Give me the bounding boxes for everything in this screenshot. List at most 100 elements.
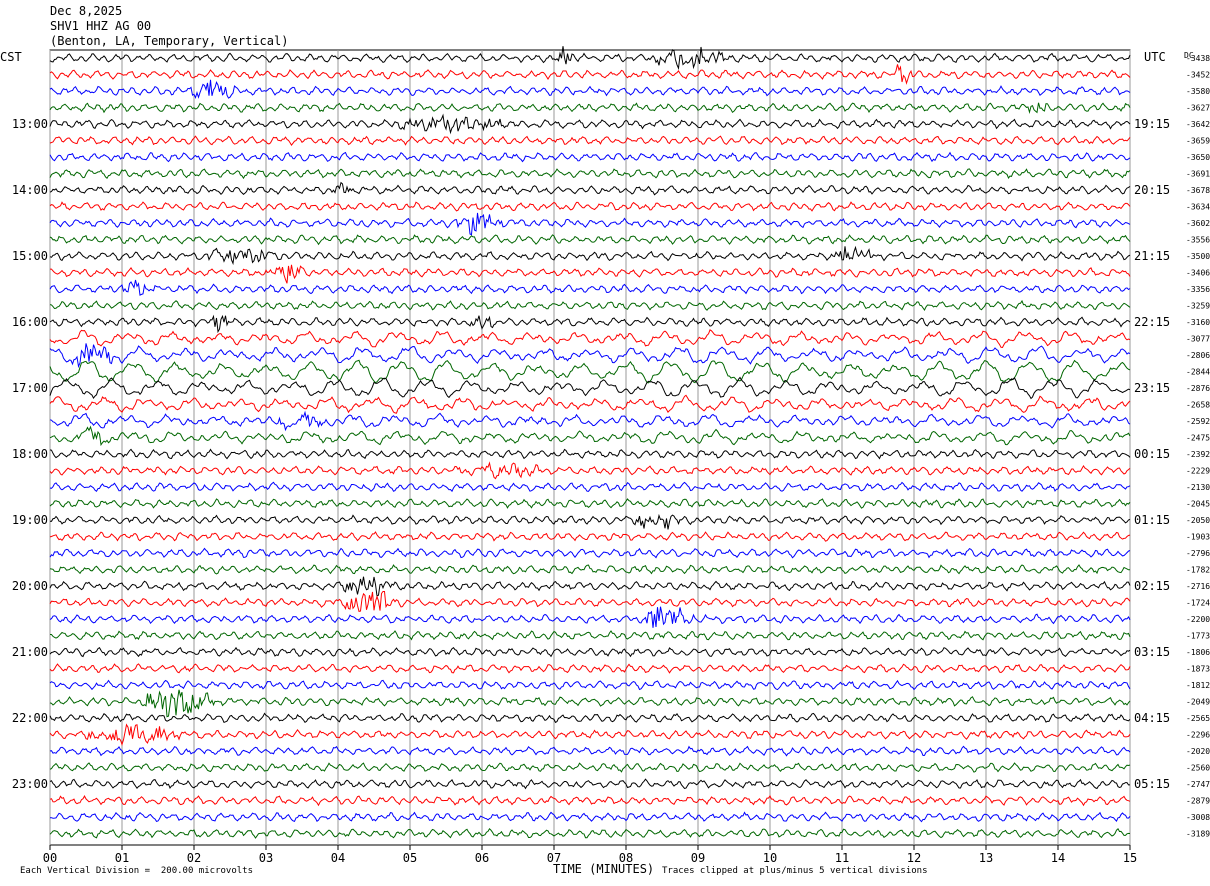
dc-offset-label: -3500: [1186, 252, 1210, 261]
seismic-trace: [49, 513, 1131, 530]
seismic-trace: [49, 811, 1131, 823]
dc-offset-label: -3650: [1186, 153, 1210, 162]
seismic-trace: [49, 448, 1131, 460]
seismic-trace: [49, 663, 1131, 674]
seismic-trace: [49, 201, 1131, 212]
plot-location: (Benton, LA, Temporary, Vertical): [50, 34, 289, 48]
dc-offset-label: -2049: [1186, 698, 1210, 707]
scale-note: Each Vertical Division = 200.00 microvol…: [20, 866, 253, 876]
utc-hour-label: 05:15: [1134, 777, 1170, 791]
utc-hour-label: 20:15: [1134, 183, 1170, 197]
dc-offset-label: -2130: [1186, 483, 1210, 492]
seismic-trace: [49, 606, 1131, 628]
seismic-trace: [49, 576, 1131, 597]
dc-offset-label: -2045: [1186, 500, 1210, 509]
x-tick-label: 10: [763, 851, 777, 865]
x-tick-label: 01: [115, 851, 129, 865]
seismic-trace: [49, 712, 1131, 724]
dc-offset-label: -3077: [1186, 335, 1210, 344]
dc-offset-label: -2020: [1186, 747, 1210, 756]
dc-offset-label: -3678: [1186, 186, 1210, 195]
seismic-trace: [50, 630, 1131, 641]
dc-offset-label: -3642: [1186, 120, 1210, 129]
dc-offset-label: -3008: [1186, 813, 1210, 822]
seismic-trace: [49, 547, 1131, 559]
dc-offset-label: -3634: [1186, 203, 1210, 212]
dc-offset-label: -1806: [1186, 648, 1210, 657]
dc-offset-label: -2050: [1186, 516, 1210, 525]
utc-hour-label: 19:15: [1134, 117, 1170, 131]
dc-header-label: DC: [1184, 51, 1194, 60]
cst-hour-label: 14:00: [12, 183, 48, 197]
dc-offset-label: -3406: [1186, 269, 1210, 278]
dc-offset-label: -2560: [1186, 764, 1210, 773]
dc-offset-label: -1812: [1186, 681, 1210, 690]
dc-offset-label: -3691: [1186, 170, 1210, 179]
seismic-trace: [49, 343, 1131, 369]
dc-offset-label: -2716: [1186, 582, 1210, 591]
utc-hour-label: 21:15: [1134, 249, 1170, 263]
dc-offset-label: -2806: [1186, 351, 1210, 360]
seismic-trace: [49, 481, 1131, 493]
dc-offset-label: -3659: [1186, 137, 1210, 146]
seismic-trace: [49, 498, 1131, 509]
utc-hour-label: 04:15: [1134, 711, 1170, 725]
cst-hour-label: 20:00: [12, 579, 48, 593]
seismic-trace: [49, 564, 1131, 575]
dc-offset-label: -1782: [1186, 566, 1210, 575]
seismic-trace: [49, 425, 1131, 447]
dc-offset-label: -2876: [1186, 384, 1210, 393]
dc-offset-label: -3160: [1186, 318, 1210, 327]
cst-hour-label: 18:00: [12, 447, 48, 461]
seismic-trace: [49, 135, 1131, 146]
dc-offset-label: -2592: [1186, 417, 1210, 426]
seismic-trace: [49, 461, 1131, 480]
left-axis-title: CST: [0, 50, 22, 64]
dc-offset-label: -2747: [1186, 780, 1210, 789]
seismic-trace: [49, 531, 1131, 542]
utc-hour-label: 22:15: [1134, 315, 1170, 329]
seismic-trace: [49, 591, 1131, 612]
dc-offset-label: -3189: [1186, 830, 1210, 839]
seismic-trace: [49, 113, 1131, 135]
seismic-trace: [49, 329, 1131, 349]
seismic-trace: [49, 168, 1131, 180]
dc-offset-label: -2200: [1186, 615, 1210, 624]
seismic-trace: [49, 762, 1131, 773]
dc-offset-label: -1903: [1186, 533, 1210, 542]
seismic-trace: [49, 689, 1131, 718]
x-tick-label: 09: [691, 851, 705, 865]
dc-offset-label: -3602: [1186, 219, 1210, 228]
x-tick-label: 15: [1123, 851, 1137, 865]
x-tick-label: 14: [1051, 851, 1065, 865]
plot-station: SHV1 HHZ AG 00: [50, 19, 152, 33]
dc-offset-label: -3356: [1186, 285, 1210, 294]
utc-hour-label: 03:15: [1134, 645, 1170, 659]
dc-offset-label: -1773: [1186, 632, 1210, 641]
cst-hour-label: 16:00: [12, 315, 48, 329]
x-tick-label: 12: [907, 851, 921, 865]
seismic-trace: [49, 151, 1131, 163]
seismic-trace: [49, 314, 1131, 334]
seismic-trace: [49, 394, 1131, 414]
seismic-trace: [49, 723, 1131, 746]
seismic-trace: [49, 64, 1131, 85]
x-tick-label: 00: [43, 851, 57, 865]
cst-hour-label: 22:00: [12, 711, 48, 725]
utc-hour-label: 02:15: [1134, 579, 1170, 593]
seismic-trace: [49, 212, 1131, 236]
right-axis-title: UTC: [1144, 50, 1166, 64]
cst-hour-label: 23:00: [12, 777, 48, 791]
seismic-trace: [50, 264, 1131, 284]
dc-offset-label: -3259: [1186, 302, 1210, 311]
seismic-trace: [49, 245, 1131, 266]
dc-offset-label: -2475: [1186, 434, 1210, 443]
seismic-trace: [49, 279, 1131, 296]
dc-offset-label: -3556: [1186, 236, 1210, 245]
x-tick-label: 02: [187, 851, 201, 865]
seismic-trace: [49, 827, 1131, 839]
x-tick-label: 05: [403, 851, 417, 865]
dc-offset-label: -2296: [1186, 731, 1210, 740]
dc-offset-label: -2879: [1186, 797, 1210, 806]
seismic-trace: [49, 778, 1130, 790]
